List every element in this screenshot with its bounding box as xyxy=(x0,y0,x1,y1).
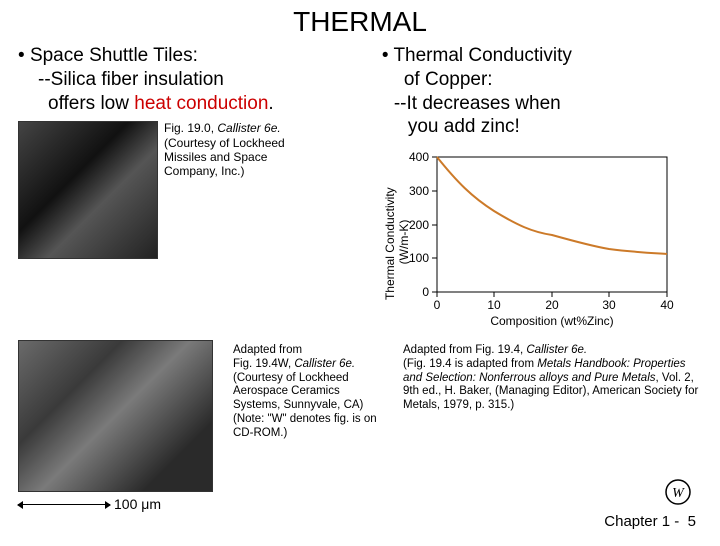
sub-offers: offers low heat conduction. xyxy=(18,92,372,116)
svg-text:40: 40 xyxy=(660,298,674,312)
scale-bar: 100 μm xyxy=(18,496,213,512)
x-ticks: 0 10 20 30 40 xyxy=(434,292,674,312)
footer-row: 100 μm Adapted from Fig. 19.4W, Calliste… xyxy=(0,336,720,512)
left-column: • Space Shuttle Tiles: --Silica fiber in… xyxy=(18,44,372,332)
y-axis-label: Thermal Conductivity (W/m-K) xyxy=(383,184,411,300)
svg-text:100: 100 xyxy=(409,251,429,265)
caption-fig194w: Adapted from Fig. 19.4W, Callister 6e. (… xyxy=(233,344,383,512)
svg-text:400: 400 xyxy=(409,150,429,164)
curve-line xyxy=(437,157,667,254)
svg-text:30: 30 xyxy=(602,298,616,312)
svg-text:300: 300 xyxy=(409,184,429,198)
sub-silica: --Silica fiber insulation xyxy=(18,68,372,92)
right-column: • Thermal Conductivity of Copper: --It d… xyxy=(372,44,702,332)
page-footer: Chapter 1 - 5 xyxy=(604,513,696,530)
images-row-1: Fig. 19.0, Callister 6e. (Courtesy of Lo… xyxy=(18,121,372,259)
svg-text:10: 10 xyxy=(487,298,501,312)
x-axis-label: Composition (wt%Zinc) xyxy=(490,314,613,328)
chart-frame xyxy=(437,157,667,292)
sub-zinc: you add zinc! xyxy=(382,115,702,139)
conductivity-chart: Thermal Conductivity (W/m-K) 0 100 200 3… xyxy=(382,147,692,332)
content-row: • Space Shuttle Tiles: --Silica fiber in… xyxy=(0,44,720,332)
bullet-conductivity: • Thermal Conductivity xyxy=(382,44,702,68)
chart-area: Thermal Conductivity (W/m-K) 0 100 200 3… xyxy=(382,147,702,332)
heat-text: heat conduction xyxy=(134,93,268,114)
fibers-photo xyxy=(18,340,213,492)
svg-text:W: W xyxy=(672,486,685,501)
y-ticks: 0 100 200 300 400 xyxy=(409,150,437,299)
svg-text:0: 0 xyxy=(434,298,441,312)
sub-copper: of Copper: xyxy=(382,68,702,92)
caption-fig190: Fig. 19.0, Callister 6e. (Courtesy of Lo… xyxy=(164,121,304,259)
fibers-block: 100 μm xyxy=(18,336,213,512)
scale-label: 100 μm xyxy=(114,496,161,512)
bullet-shuttle: • Space Shuttle Tiles: xyxy=(18,44,372,68)
sub-decreases: --It decreases when xyxy=(382,92,702,116)
publisher-logo: W xyxy=(664,478,692,506)
svg-text:0: 0 xyxy=(422,285,429,299)
svg-text:200: 200 xyxy=(409,218,429,232)
svg-text:20: 20 xyxy=(545,298,559,312)
slide-title: THERMAL xyxy=(0,6,720,38)
tiles-photo xyxy=(18,121,158,259)
scale-arrow xyxy=(18,504,110,505)
caption-fig194: Adapted from Fig. 19.4, Callister 6e. (F… xyxy=(403,344,702,512)
